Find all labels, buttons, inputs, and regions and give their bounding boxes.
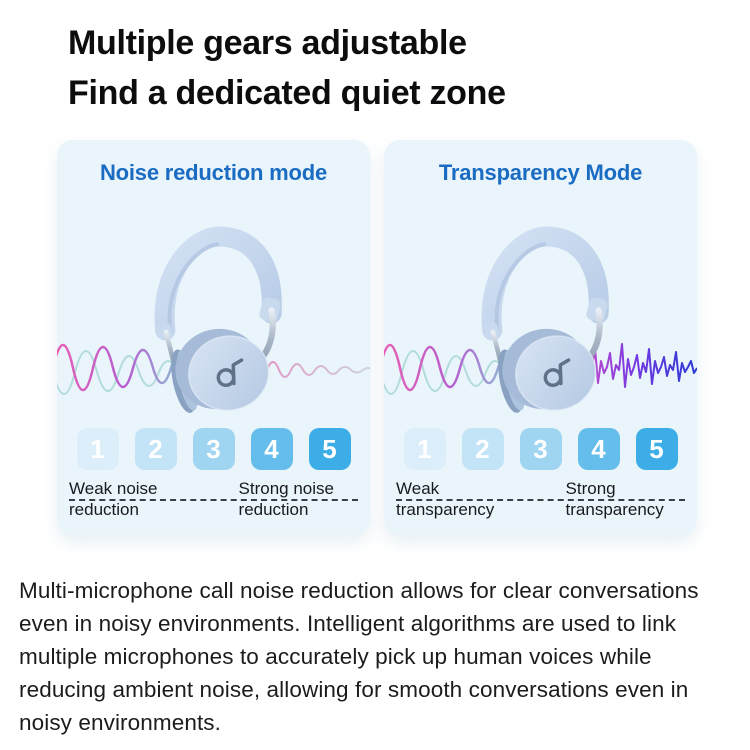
product-description: Multi-microphone call noise reduction al…	[19, 578, 699, 735]
noise-reduction-illustration	[57, 188, 370, 428]
transparency-scale-labels: Weak transparency Strong transparency	[384, 478, 697, 530]
strong-label: Strong transparency	[565, 479, 664, 519]
level-badge-2: 2	[461, 428, 504, 470]
level-badge-1: 1	[76, 428, 119, 470]
scale-dashed-line	[69, 499, 358, 501]
level-badge-5: 5	[308, 428, 351, 470]
panel-noise-reduction: Noise reduction mode 1 2 3 4 5	[57, 140, 370, 535]
level-badge-4: 4	[250, 428, 293, 470]
level-badge-3: 3	[519, 428, 562, 470]
level-badge-4: 4	[577, 428, 620, 470]
scale-dashed-line	[396, 499, 685, 501]
level-badge-2: 2	[134, 428, 177, 470]
headphones-image	[136, 214, 290, 416]
mode-panels: Noise reduction mode 1 2 3 4 5	[57, 140, 697, 535]
level-badge-5: 5	[635, 428, 678, 470]
transparency-level-scale: 1 2 3 4 5	[384, 428, 697, 470]
title-line-2: Find a dedicated quiet zone	[68, 74, 506, 112]
title-line-1: Multiple gears adjustable	[68, 24, 467, 62]
page-title: Multiple gears adjustable Find a dedicat…	[68, 18, 506, 118]
level-badge-1: 1	[403, 428, 446, 470]
noise-reduction-scale-labels: Weak noise reduction Strong noise reduct…	[57, 478, 370, 530]
noise-reduction-level-scale: 1 2 3 4 5	[57, 428, 370, 470]
level-badge-3: 3	[192, 428, 235, 470]
panel-transparency: Transparency Mode 1 2 3 4 5	[384, 140, 697, 535]
weak-label: Weak transparency	[396, 479, 495, 519]
panel-transparency-header: Transparency Mode	[438, 160, 643, 185]
weak-label: Weak noise reduction	[69, 479, 158, 519]
sound-wave-transparent-icon	[384, 343, 697, 396]
strong-label: Strong noise reduction	[238, 479, 334, 519]
headphones-image	[463, 214, 617, 416]
panel-noise-reduction-header: Noise reduction mode	[99, 160, 328, 185]
transparency-illustration	[384, 188, 697, 428]
